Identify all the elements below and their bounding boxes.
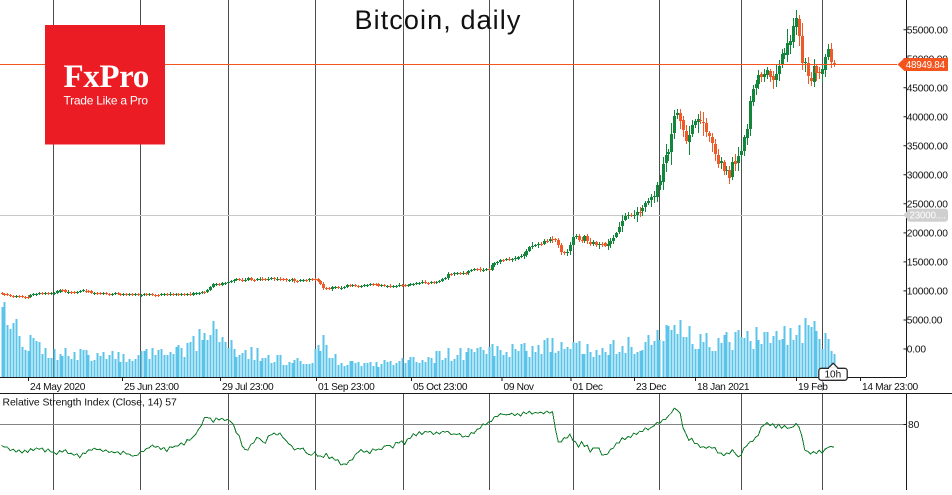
svg-text:48949.84: 48949.84 xyxy=(906,60,946,71)
svg-text:10000.00: 10000.00 xyxy=(907,287,948,298)
svg-text:18 Jan 2021: 18 Jan 2021 xyxy=(697,382,750,393)
svg-text:23 Dec: 23 Dec xyxy=(636,382,666,393)
svg-text:80: 80 xyxy=(908,420,920,431)
svg-text:0.00: 0.00 xyxy=(907,345,927,356)
svg-text:29 Jul 23:00: 29 Jul 23:00 xyxy=(222,382,274,393)
svg-text:40000.00: 40000.00 xyxy=(907,113,948,124)
svg-text:14 Mar 23:00: 14 Mar 23:00 xyxy=(862,382,919,393)
svg-text:19 Feb: 19 Feb xyxy=(798,382,828,393)
svg-text:25000.00: 25000.00 xyxy=(907,200,948,211)
svg-text:01 Dec: 01 Dec xyxy=(573,382,603,393)
svg-text:FxPro: FxPro xyxy=(64,59,149,95)
svg-text:Bitcoin, daily: Bitcoin, daily xyxy=(355,5,522,35)
svg-text:20000.00: 20000.00 xyxy=(907,229,948,240)
svg-text:55000.00: 55000.00 xyxy=(907,25,948,36)
svg-text:10h: 10h xyxy=(824,370,841,381)
svg-text:09 Nov: 09 Nov xyxy=(504,382,535,393)
svg-text:24 May 2020: 24 May 2020 xyxy=(30,382,86,393)
svg-text:23000....: 23000.... xyxy=(910,211,946,222)
svg-text:01 Sep 23:00: 01 Sep 23:00 xyxy=(318,382,375,393)
svg-text:45000.00: 45000.00 xyxy=(907,83,948,94)
svg-text:05 Oct 23:00: 05 Oct 23:00 xyxy=(413,382,468,393)
svg-text:Relative Strength Index (Close: Relative Strength Index (Close, 14) 57 xyxy=(3,398,178,409)
svg-text:15000.00: 15000.00 xyxy=(907,258,948,269)
svg-text:35000.00: 35000.00 xyxy=(907,142,948,153)
svg-text:30000.00: 30000.00 xyxy=(907,171,948,182)
svg-text:Trade Like a Pro: Trade Like a Pro xyxy=(64,94,149,108)
svg-text:25 Jun 23:00: 25 Jun 23:00 xyxy=(124,382,179,393)
svg-text:5000.00: 5000.00 xyxy=(907,316,943,327)
